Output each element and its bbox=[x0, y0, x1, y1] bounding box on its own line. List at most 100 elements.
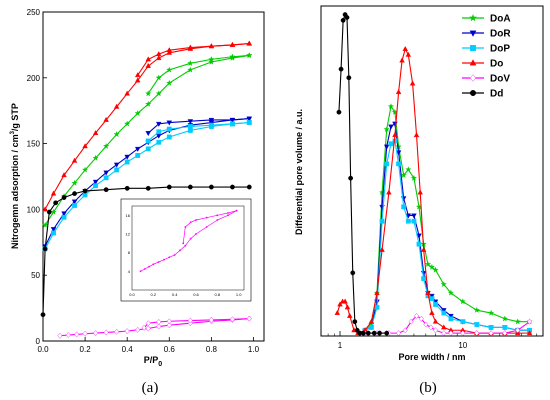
data-point bbox=[82, 330, 88, 337]
data-point bbox=[409, 80, 416, 86]
data-point bbox=[246, 52, 253, 59]
data-point bbox=[424, 260, 432, 267]
data-point bbox=[487, 309, 495, 316]
data-point bbox=[82, 188, 88, 194]
data-point bbox=[388, 124, 394, 130]
data-point bbox=[145, 56, 151, 62]
data-point bbox=[93, 183, 99, 189]
panel-a-inset: 0.0 0.2 0.4 0.6 0.8 1.0 4 8 12 16 bbox=[120, 198, 252, 302]
data-point bbox=[459, 298, 466, 305]
data-point bbox=[208, 122, 214, 128]
data-point bbox=[379, 246, 385, 252]
data-point bbox=[420, 246, 427, 252]
data-point bbox=[338, 66, 344, 72]
data-point bbox=[155, 90, 162, 97]
data-point bbox=[368, 318, 375, 324]
data-point bbox=[114, 328, 120, 335]
data-point bbox=[429, 296, 435, 302]
legend-label: DoP bbox=[490, 44, 510, 55]
data-point bbox=[92, 154, 99, 161]
data-point bbox=[102, 142, 110, 149]
data-point bbox=[334, 309, 341, 316]
data-point bbox=[474, 322, 480, 327]
data-point bbox=[145, 90, 152, 97]
data-point bbox=[425, 289, 431, 295]
data-point bbox=[433, 327, 439, 334]
data-point bbox=[413, 132, 420, 138]
data-point bbox=[396, 330, 402, 337]
y-tick-label: 200 bbox=[27, 74, 41, 83]
data-point bbox=[416, 241, 422, 247]
data-point bbox=[145, 146, 151, 152]
data-point bbox=[166, 318, 172, 325]
data-point bbox=[103, 116, 109, 122]
data-point bbox=[124, 154, 130, 160]
data-point bbox=[166, 66, 173, 73]
inset-y-tick-label: 4 bbox=[128, 269, 131, 274]
x-tick-label: 10 bbox=[458, 341, 467, 350]
data-point bbox=[371, 330, 377, 336]
panel-b-legend: DoA DoR DoP Do DoV Dd bbox=[462, 14, 511, 100]
inset-data-point bbox=[189, 237, 192, 240]
inset-data-point bbox=[227, 212, 229, 214]
inset-y-tick-label: 16 bbox=[126, 213, 131, 218]
data-point bbox=[156, 55, 162, 61]
data-point bbox=[441, 324, 447, 330]
inset-data-point bbox=[148, 265, 150, 268]
panel-b-xlabel: Pore width / nm bbox=[398, 352, 465, 362]
data-point bbox=[401, 204, 407, 210]
inset-data-point bbox=[205, 216, 208, 219]
data-point bbox=[246, 120, 252, 125]
y-tick-label: 250 bbox=[27, 8, 41, 17]
inset-plot-area bbox=[131, 205, 245, 291]
data-point bbox=[72, 203, 77, 208]
data-point bbox=[395, 150, 402, 156]
inset-data-point bbox=[173, 254, 176, 256]
data-point bbox=[134, 72, 141, 78]
data-point bbox=[392, 132, 398, 138]
x-tick-label: 1 bbox=[338, 341, 343, 350]
data-point bbox=[41, 221, 49, 228]
psd-line bbox=[364, 105, 530, 331]
x-tick-label: 0.2 bbox=[80, 345, 92, 354]
data-point bbox=[414, 312, 420, 319]
data-point bbox=[61, 195, 67, 200]
data-point bbox=[145, 100, 152, 107]
data-point bbox=[166, 134, 172, 140]
data-point bbox=[360, 330, 366, 336]
data-point bbox=[135, 326, 141, 333]
x-tick-label: 0.4 bbox=[122, 345, 134, 354]
inset-data-point bbox=[152, 263, 155, 266]
data-point bbox=[156, 121, 162, 127]
data-point bbox=[402, 45, 409, 52]
data-point bbox=[61, 172, 67, 178]
data-point bbox=[408, 318, 414, 325]
data-point bbox=[246, 40, 253, 46]
x-tick-label: 0.8 bbox=[206, 345, 218, 354]
data-point bbox=[230, 184, 235, 190]
data-point bbox=[440, 280, 447, 288]
isotherm-series bbox=[42, 40, 253, 212]
inset-y-tick-label: 8 bbox=[128, 250, 131, 255]
inset-x-tick-label: 0.2 bbox=[151, 292, 157, 297]
data-point bbox=[384, 330, 390, 336]
legend-label: DoA bbox=[490, 14, 511, 25]
data-point bbox=[156, 323, 162, 330]
y-tick-label: 150 bbox=[27, 140, 41, 149]
data-point bbox=[166, 322, 172, 329]
panel-a: 0.0 0.2 0.4 0.6 0.8 1.0 0 50 100 150 200 250 0.0 0.2… bbox=[10, 8, 265, 396]
data-point bbox=[135, 153, 141, 158]
data-point bbox=[246, 184, 252, 190]
data-point bbox=[113, 103, 120, 109]
data-point bbox=[65, 332, 71, 339]
data-point bbox=[515, 327, 521, 334]
data-point bbox=[187, 66, 194, 73]
data-point bbox=[103, 170, 109, 176]
legend-marker bbox=[469, 13, 477, 22]
isotherm-series bbox=[41, 52, 253, 228]
data-point bbox=[386, 189, 392, 195]
data-point bbox=[340, 17, 346, 23]
isotherm-series bbox=[40, 184, 252, 318]
data-point bbox=[405, 51, 412, 57]
data-point bbox=[103, 329, 109, 336]
